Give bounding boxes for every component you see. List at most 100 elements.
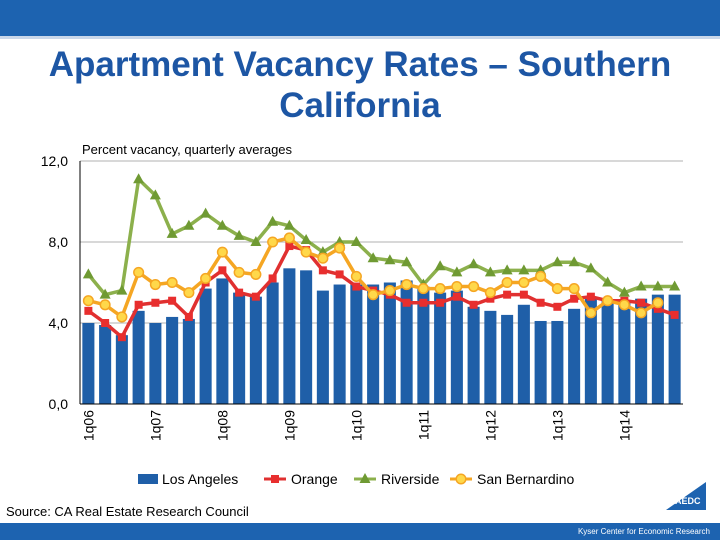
marker-orange [251,292,260,301]
marker-san-bernardino [283,232,295,244]
bar-los-angeles [534,320,547,404]
marker-san-bernardino [451,281,463,293]
x-tick-label: 1q14 [616,410,632,441]
marker-orange [285,242,294,251]
bar-los-angeles [618,302,631,404]
marker-san-bernardino [434,283,446,295]
marker-riverside [484,266,496,277]
x-tick-label: 1q08 [214,410,230,441]
marker-riverside [468,258,480,269]
bar-los-angeles [417,286,430,404]
marker-riverside [367,252,379,263]
bar-los-angeles [601,300,614,404]
bar-los-angeles [517,304,530,404]
bar-los-angeles [450,290,463,404]
bar-los-angeles [434,292,447,404]
legend-label-riverside: Riverside [381,471,440,487]
marker-riverside [518,264,530,275]
marker-orange [235,288,244,297]
marker-orange [168,296,177,305]
y-tick-label: 12,0 [41,153,68,169]
marker-orange [419,298,428,307]
bar-los-angeles [635,298,648,404]
footer-bar [0,523,720,540]
marker-riverside [602,276,614,287]
legend-marker-riverside [359,473,371,483]
marker-orange [101,319,110,327]
x-tick-label: 1q11 [415,410,431,440]
marker-san-bernardino [183,287,195,299]
marker-san-bernardino [585,307,597,319]
marker-riverside [183,219,195,230]
bar-los-angeles [501,314,514,404]
marker-riverside [401,256,413,267]
marker-orange [184,312,193,321]
marker-san-bernardino [200,272,212,285]
marker-riverside [250,236,262,246]
marker-riverside [652,280,664,291]
marker-riverside [233,229,245,240]
marker-riverside [434,260,446,271]
bar-los-angeles [400,280,413,404]
marker-san-bernardino [484,287,496,299]
marker-orange [486,294,495,303]
bar-los-angeles [568,308,581,404]
bar-los-angeles [584,298,597,404]
marker-orange [586,292,595,301]
marker-san-bernardino [216,246,228,258]
marker-orange [335,270,344,279]
marker-san-bernardino [317,252,329,264]
chart-subtitle: Percent vacancy, quarterly averages [82,142,293,157]
marker-riverside [585,262,597,273]
marker-orange [670,310,679,319]
bar-los-angeles [82,323,95,404]
logo-text: LAEDC [670,496,701,506]
legend-marker-orange [271,475,279,483]
marker-san-bernardino [250,268,262,280]
marker-riverside [300,233,312,244]
marker-riverside [200,207,212,218]
marker-riverside [635,280,647,291]
bar-los-angeles [149,323,162,404]
bar-los-angeles [166,316,179,404]
marker-orange [553,302,562,311]
marker-san-bernardino [417,283,429,295]
x-tick-label: 1q09 [281,410,297,441]
bar-los-angeles [367,284,380,404]
legend-label-orange: Orange [291,471,338,487]
bar-los-angeles [668,294,681,404]
marker-riverside [568,256,580,267]
bar-los-angeles [199,288,212,404]
marker-san-bernardino [568,283,580,295]
x-tick-label: 1q06 [80,410,96,441]
marker-san-bernardino [267,236,279,248]
marker-orange [84,306,93,315]
marker-san-bernardino [635,307,647,319]
marker-riverside [166,227,178,238]
bar-los-angeles [316,290,329,404]
marker-riverside [116,284,128,295]
marker-riverside [501,264,513,275]
y-tick-label: 4,0 [49,315,69,331]
marker-san-bernardino [551,283,563,295]
marker-riverside [451,266,463,277]
marker-san-bernardino [401,278,413,291]
bar-los-angeles [484,310,497,404]
marker-riverside [82,268,94,279]
marker-san-bernardino [468,281,480,293]
slide-title: Apartment Vacancy Rates – Southern Calif… [48,45,672,125]
marker-riverside [99,288,111,299]
marker-riverside [350,236,362,246]
marker-san-bernardino [116,311,128,323]
marker-orange [503,290,512,299]
header-bar [0,0,720,36]
bar-los-angeles [249,296,262,404]
y-tick-label: 8,0 [49,234,69,250]
legend-swatch-los-angeles [138,474,158,484]
marker-san-bernardino [350,270,362,282]
bar-los-angeles [115,335,128,404]
marker-orange [653,304,662,313]
bar-los-angeles [333,284,346,404]
marker-san-bernardino [535,270,547,282]
marker-san-bernardino [518,276,530,289]
